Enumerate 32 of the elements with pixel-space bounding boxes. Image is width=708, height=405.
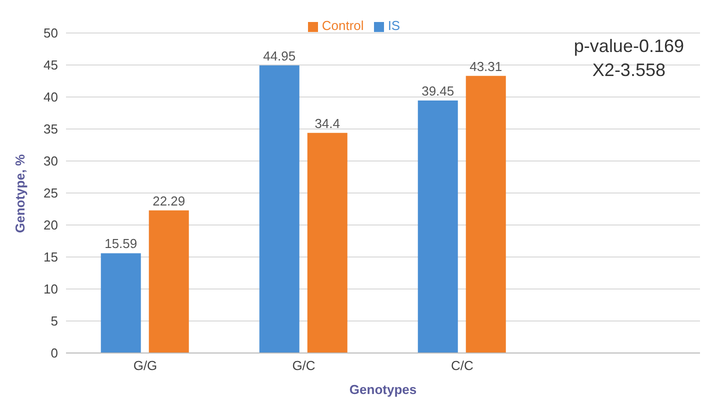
bar (259, 65, 300, 353)
y-tick-label: 20 (44, 218, 58, 233)
x-tick-label: G/G (133, 358, 158, 374)
legend-label: IS (388, 18, 400, 33)
y-tick-label: 25 (44, 186, 58, 201)
annotation: p-value-0.169 (574, 35, 684, 58)
bar (307, 132, 348, 353)
y-tick-label: 5 (50, 314, 58, 329)
x-tick-label: C/C (451, 358, 474, 374)
y-tick-label: 45 (44, 58, 58, 73)
data-label: 22.29 (152, 193, 186, 208)
data-label: 15.59 (104, 236, 138, 252)
y-tick-label: 40 (44, 90, 58, 105)
y-tick-label: 30 (44, 154, 58, 169)
data-label: 34.4 (314, 116, 340, 131)
y-tick-label: 50 (44, 26, 58, 41)
y-tick-label: 10 (44, 282, 58, 297)
bar (418, 100, 458, 353)
x-tick-label: G/C (292, 358, 316, 374)
y-tick-label: 35 (44, 122, 58, 137)
legend-label: Control (322, 18, 364, 33)
data-label: 43.31 (470, 58, 502, 74)
bar (100, 253, 141, 353)
y-axis-title: Genotype, % (12, 154, 28, 233)
bar (148, 210, 189, 353)
y-tick-label: 0 (50, 346, 58, 361)
bar (466, 76, 506, 353)
data-label: 44.95 (263, 48, 296, 64)
annotation: X2-3.558 (591, 59, 666, 82)
y-tick-label: 15 (44, 250, 58, 265)
data-label: 39.45 (422, 84, 454, 99)
x-axis-title: Genotypes (349, 382, 417, 398)
